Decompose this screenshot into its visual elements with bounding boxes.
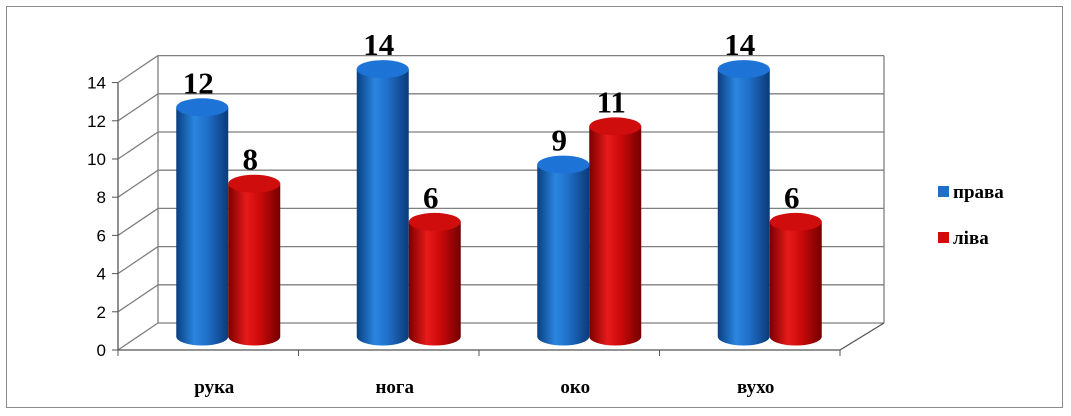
bar-top [769, 212, 822, 231]
bar-top [176, 98, 229, 117]
y-tick-label: 10 [87, 150, 106, 169]
bar-права-око [537, 155, 590, 346]
bar-body [717, 69, 770, 346]
bars [176, 60, 822, 346]
bar-ліва-око [589, 117, 642, 346]
gridline-side [117, 93, 159, 122]
bar-top [717, 60, 770, 79]
data-label: 8 [243, 142, 259, 177]
gridline-side [117, 207, 159, 236]
data-label: 6 [423, 180, 439, 215]
y-tick-label: 6 [97, 226, 106, 245]
data-label: 6 [784, 180, 800, 215]
gridline-side [117, 246, 159, 275]
bar-права-нога [356, 60, 409, 346]
x-tick-label: нога [375, 377, 414, 398]
bar-ліва-рука [228, 174, 281, 346]
legend-swatch [938, 186, 949, 197]
gridline-side [117, 169, 159, 198]
bar-top [589, 117, 642, 136]
y-tick-label: 12 [87, 112, 106, 131]
bar-права-рука [176, 98, 229, 346]
legend-label: права [953, 182, 1004, 203]
bar-top [228, 174, 281, 193]
data-label: 14 [724, 27, 755, 62]
bar-ліва-нога [408, 212, 461, 346]
data-label: 12 [183, 65, 214, 100]
bar-body [408, 221, 461, 346]
y-tick-label: 14 [87, 74, 106, 93]
bar-top [356, 60, 409, 79]
y-tick-label: 8 [97, 188, 106, 207]
y-tick-label: 4 [97, 265, 106, 284]
bar-body [589, 126, 642, 346]
labels: 0 2 4 6 8 10 12 14 12 8 рука 14 6 нога 9 11 око 14 6 вухо [87, 27, 799, 398]
axes [112, 82, 885, 356]
bar-body [228, 183, 281, 346]
bar-ліва-вухо [769, 212, 822, 346]
legend-label: ліва [953, 228, 989, 249]
data-label: 11 [597, 84, 626, 119]
gridline-side [117, 55, 159, 84]
bar-body [769, 221, 822, 346]
x-tick-label: вухо [737, 377, 774, 398]
gridline-side [117, 131, 159, 160]
legend: права ліва [938, 182, 1004, 249]
gridline-side [117, 284, 159, 313]
bar-body [176, 107, 229, 346]
bar-body [537, 164, 590, 346]
y-tick-label: 0 [97, 341, 106, 360]
gridline-side [117, 322, 159, 351]
bar-body [356, 69, 409, 346]
x-tick-label: око [560, 377, 590, 398]
legend-swatch [938, 232, 949, 243]
bar-top [408, 212, 461, 231]
x-tick-label: рука [194, 377, 234, 398]
data-label: 14 [363, 27, 394, 62]
bar-top [537, 155, 590, 174]
data-label: 9 [552, 123, 568, 158]
bar-права-вухо [717, 60, 770, 346]
y-tick-label: 2 [97, 303, 106, 322]
